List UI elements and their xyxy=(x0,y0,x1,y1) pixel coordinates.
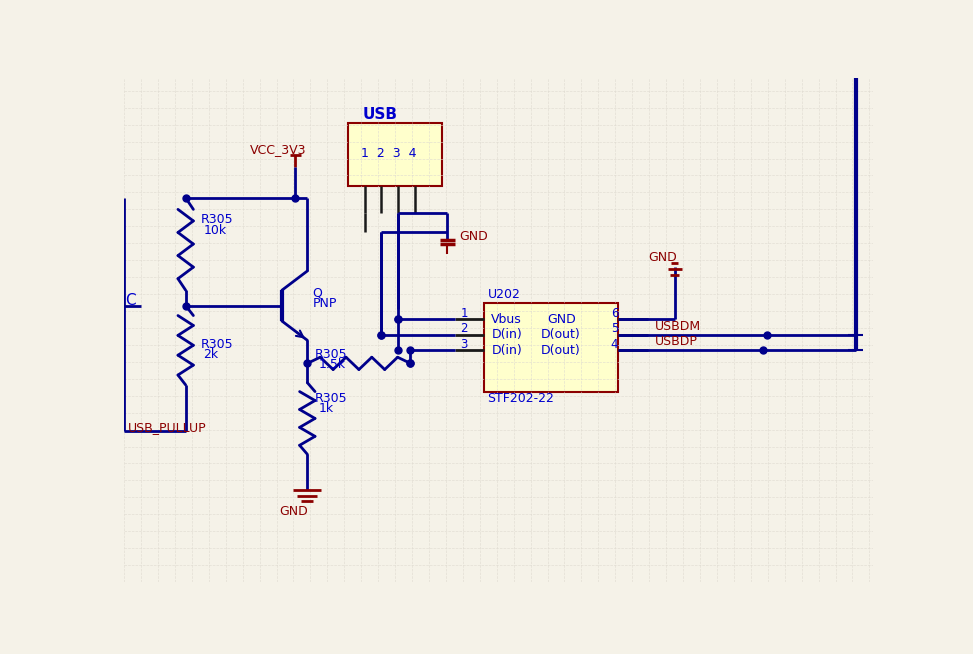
Text: D(out): D(out) xyxy=(541,328,580,341)
Text: PNP: PNP xyxy=(312,297,337,310)
Text: 2k: 2k xyxy=(203,348,219,360)
Text: 4: 4 xyxy=(611,337,618,351)
Bar xyxy=(484,303,619,392)
Text: 1.5k: 1.5k xyxy=(319,358,346,371)
Text: 5: 5 xyxy=(611,322,618,336)
Text: 1  2  3  4: 1 2 3 4 xyxy=(361,146,416,160)
Text: 6: 6 xyxy=(611,307,618,320)
Text: USBDM: USBDM xyxy=(656,320,702,333)
Text: C: C xyxy=(126,293,136,308)
Text: 10k: 10k xyxy=(203,224,227,237)
Text: GND: GND xyxy=(649,251,677,264)
Text: U202: U202 xyxy=(487,288,521,301)
Text: R305: R305 xyxy=(201,337,234,351)
Text: 1k: 1k xyxy=(319,402,334,415)
Text: R305: R305 xyxy=(201,213,234,226)
Text: R305: R305 xyxy=(315,348,347,360)
Text: D(out): D(out) xyxy=(541,344,580,357)
Text: VCC_3V3: VCC_3V3 xyxy=(249,143,306,156)
Text: 1: 1 xyxy=(460,307,468,320)
Text: Q: Q xyxy=(312,286,323,299)
Text: GND: GND xyxy=(279,506,307,519)
Text: R305: R305 xyxy=(315,392,347,405)
Text: STF202-22: STF202-22 xyxy=(487,392,555,405)
Text: USBDP: USBDP xyxy=(656,336,699,349)
Text: Vbus: Vbus xyxy=(491,313,523,326)
Text: USB: USB xyxy=(363,107,398,122)
Text: GND: GND xyxy=(548,313,576,326)
Text: GND: GND xyxy=(459,230,487,243)
Text: D(in): D(in) xyxy=(491,328,523,341)
Bar xyxy=(348,123,442,186)
Text: 2: 2 xyxy=(460,322,468,336)
Text: D(in): D(in) xyxy=(491,344,523,357)
Text: 3: 3 xyxy=(460,337,468,351)
Text: USB_PULLUP: USB_PULLUP xyxy=(127,421,206,434)
